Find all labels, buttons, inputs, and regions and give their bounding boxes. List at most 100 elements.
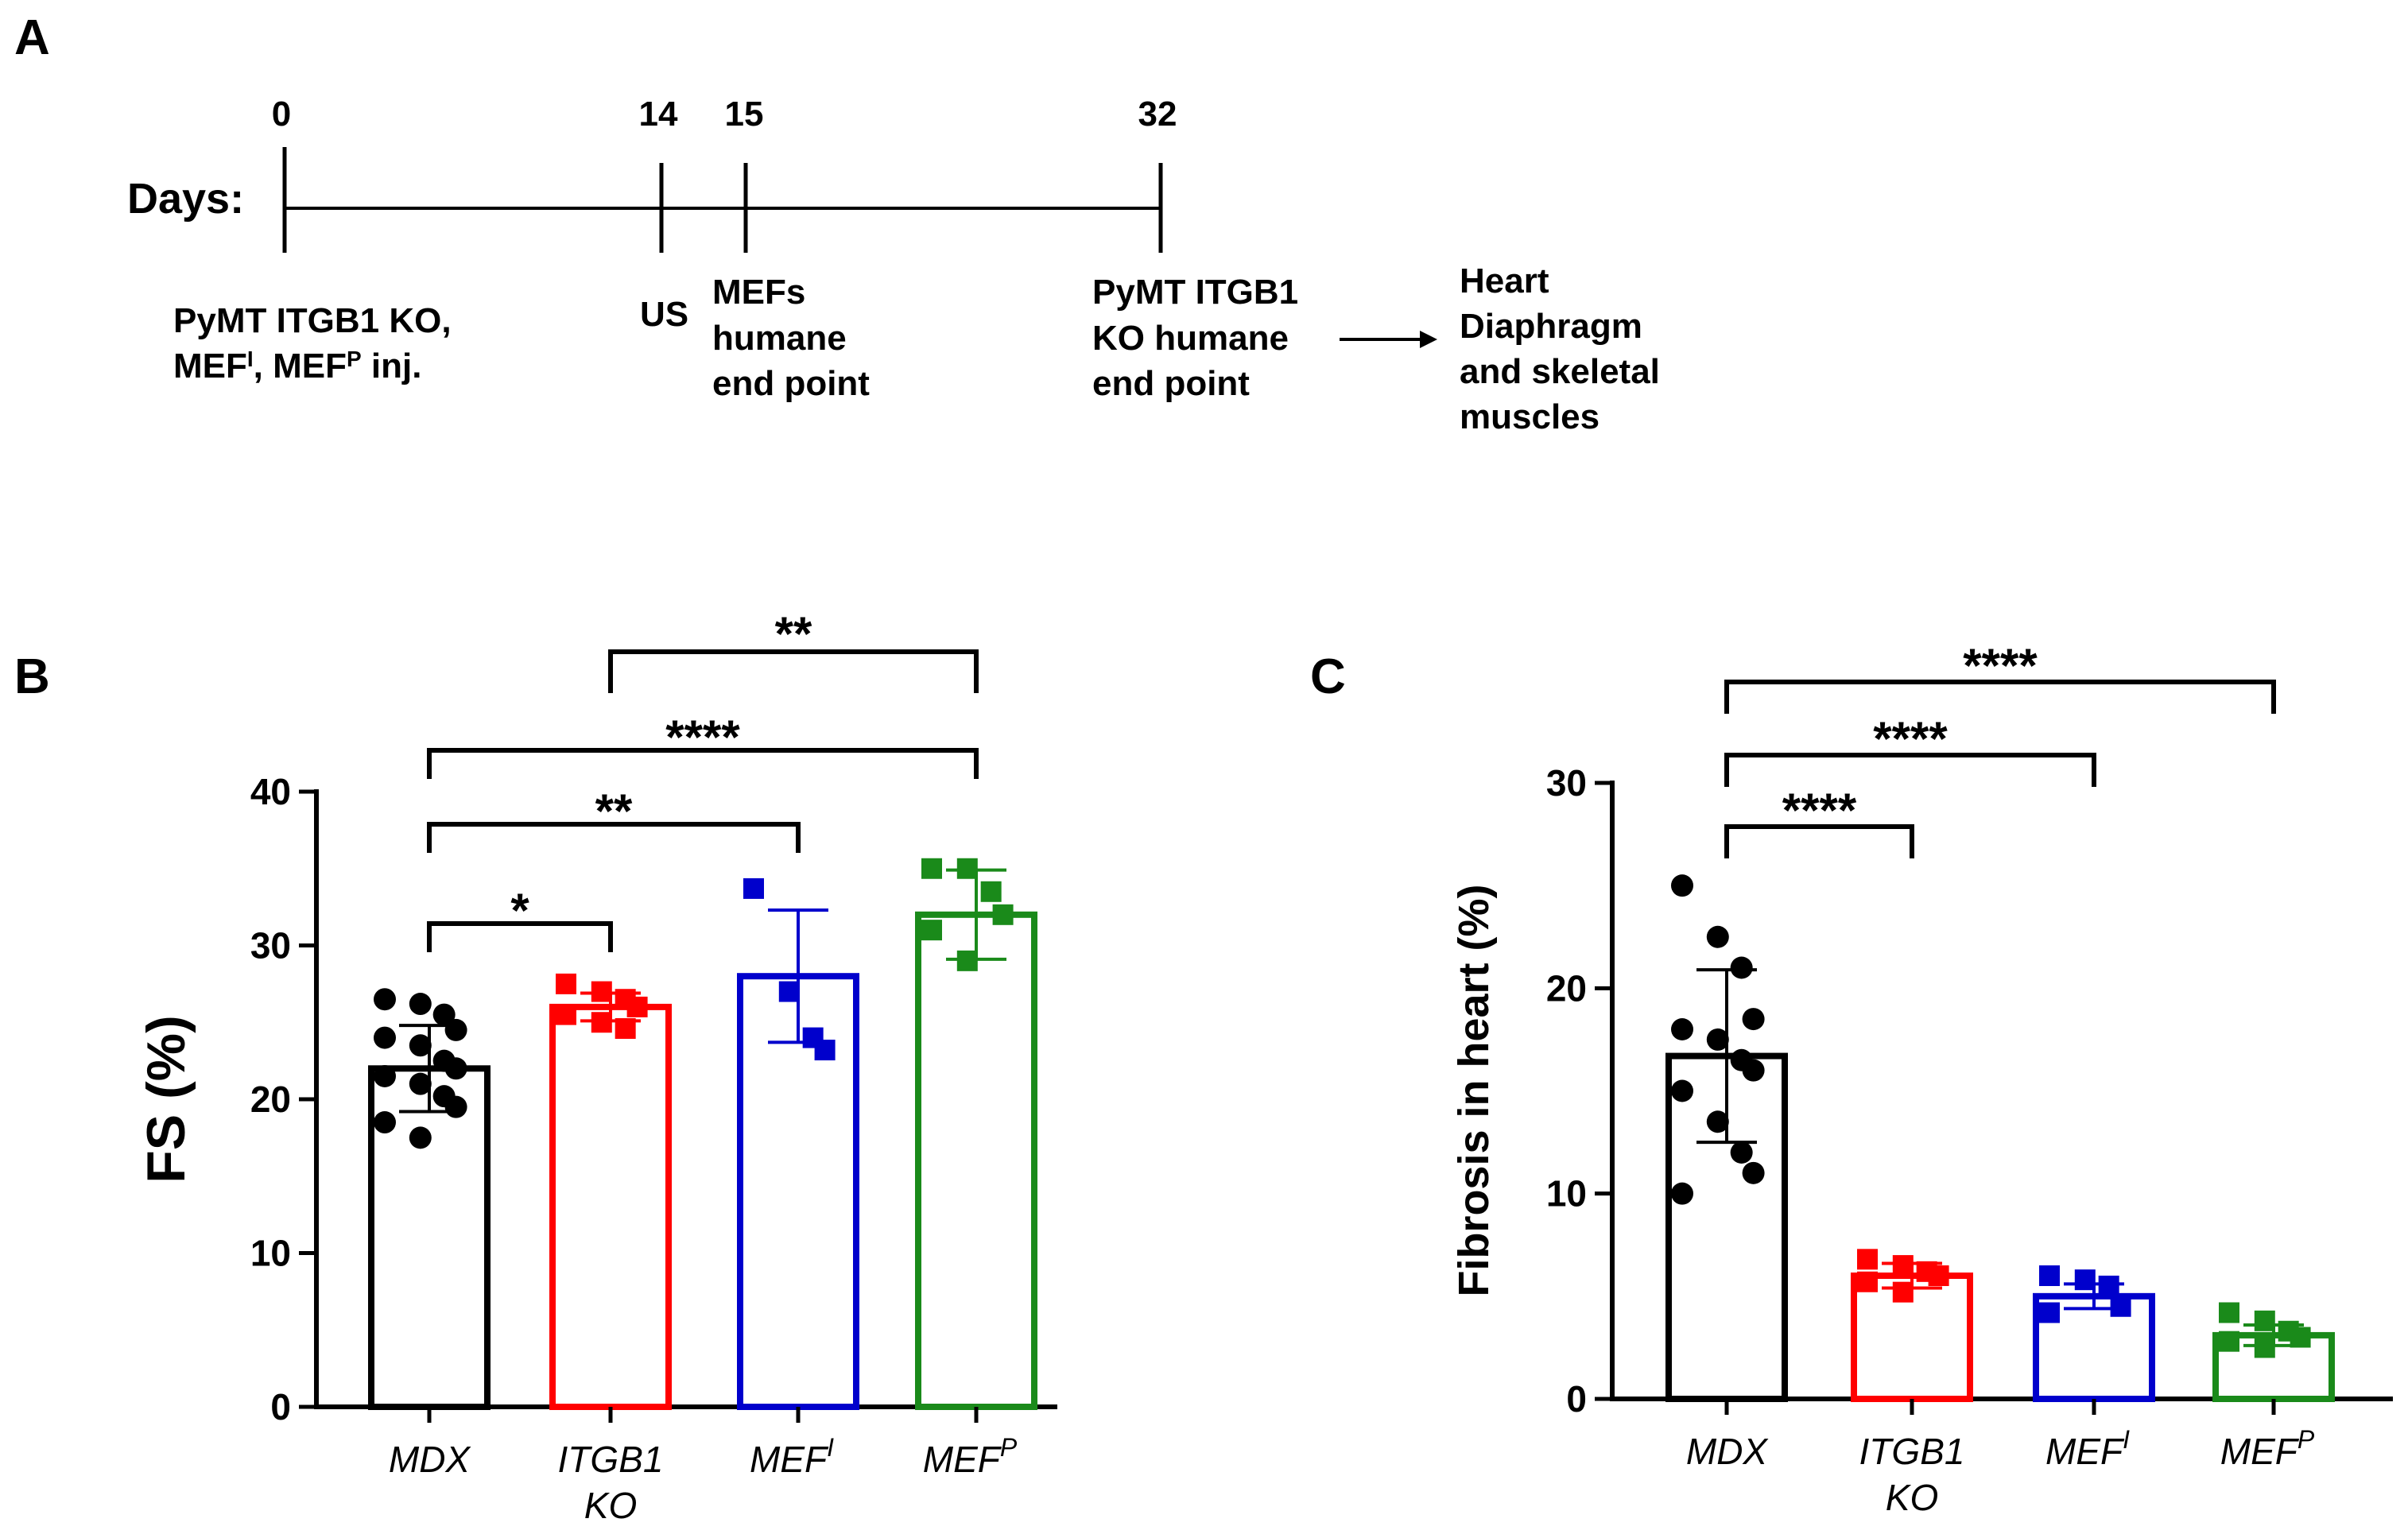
- data-point: [1706, 925, 1729, 948]
- data-point: [2098, 1275, 2119, 1296]
- y-tick-label: 20: [1546, 967, 1587, 1009]
- mef-i-text: MEF: [173, 347, 247, 385]
- category-label: MEFP: [2220, 1425, 2315, 1472]
- category-label-main: MEF: [2045, 1431, 2125, 1472]
- significance-bracket: [1724, 680, 2276, 714]
- significance-bracket: [608, 649, 979, 693]
- day-32-desc-line2: KO humane: [1092, 319, 1289, 358]
- data-point: [814, 1040, 836, 1061]
- data-point: [2110, 1296, 2131, 1317]
- data-point: [556, 1004, 576, 1025]
- data-point: [778, 981, 800, 1002]
- category-label: ITGB1: [558, 1439, 664, 1480]
- category-label-main: MEF: [2220, 1431, 2300, 1472]
- category-label-sup: P: [1000, 1433, 1018, 1462]
- data-point: [444, 1018, 467, 1041]
- data-point: [444, 1057, 467, 1080]
- mef-i-sup: I: [247, 347, 254, 371]
- y-tick-label: 0: [1566, 1378, 1587, 1420]
- day-14-label: 14: [639, 95, 678, 134]
- arrow-right-icon: [1340, 331, 1437, 348]
- significance-label: ****: [1963, 639, 2038, 692]
- significance-label: **: [775, 607, 812, 661]
- category-label: MEFI: [2045, 1425, 2130, 1472]
- data-point: [1671, 1079, 1693, 1102]
- data-point: [956, 858, 978, 879]
- data-point: [980, 881, 1002, 902]
- outcome-line3: and skeletal: [1460, 352, 1660, 391]
- data-point: [992, 904, 1014, 925]
- significance-label: ****: [665, 711, 740, 764]
- data-point: [409, 1072, 432, 1095]
- y-tick-label: 20: [250, 1079, 291, 1120]
- data-point: [1706, 1110, 1729, 1133]
- day-32-label: 32: [1138, 95, 1177, 134]
- category-label: MDX: [389, 1439, 472, 1480]
- data-point: [626, 996, 648, 1017]
- mef-p-text: , MEF: [254, 347, 347, 385]
- category-label-sup: P: [2297, 1425, 2315, 1454]
- data-point: [1742, 1059, 1765, 1082]
- data-point: [1742, 1008, 1765, 1031]
- day-0-label: 0: [272, 95, 291, 134]
- y-tick-label: 10: [250, 1233, 291, 1274]
- significance-bracket: [427, 822, 801, 853]
- category-label: MDX: [1686, 1431, 1770, 1472]
- data-point: [374, 1064, 396, 1087]
- data-point: [2074, 1269, 2096, 1291]
- panel-c-label: C: [1310, 649, 1346, 704]
- y-tick-label: 40: [250, 771, 291, 812]
- bar: [915, 911, 1037, 1411]
- category-label-main: MEF: [750, 1439, 829, 1480]
- significance-bracket: [427, 921, 613, 952]
- data-point: [2254, 1337, 2275, 1358]
- mef-p-sup: P: [347, 347, 362, 371]
- data-point: [921, 920, 942, 941]
- day-15-desc-line2: humane: [712, 319, 847, 358]
- days-label: Days:: [127, 175, 244, 223]
- y-axis-label: Fibrosis in heart (%): [1450, 884, 1498, 1296]
- data-point: [1857, 1271, 1878, 1292]
- day-15-desc-line3: end point: [712, 364, 870, 403]
- panel-b-label: B: [14, 649, 50, 704]
- data-point: [2290, 1327, 2311, 1348]
- data-point: [444, 1095, 467, 1118]
- day-32-desc-line1: PyMT ITGB1: [1092, 273, 1298, 312]
- data-point: [1730, 956, 1753, 979]
- data-point: [1706, 1028, 1729, 1051]
- data-point: [1928, 1265, 1949, 1286]
- outcome-line1: Heart: [1460, 261, 1549, 300]
- data-point: [409, 1126, 432, 1149]
- outcome-line2: Diaphragm: [1460, 307, 1642, 346]
- day-32-desc-line3: end point: [1092, 364, 1250, 403]
- data-point: [591, 981, 612, 1002]
- category-label: MEFI: [750, 1433, 834, 1480]
- data-point: [591, 1012, 612, 1033]
- day-0-desc-line2: MEFI, MEFP inj.: [173, 347, 421, 385]
- data-point: [556, 973, 576, 994]
- category-label-sup: I: [2123, 1425, 2130, 1454]
- significance-bracket: [427, 748, 979, 779]
- data-point: [409, 993, 432, 1016]
- data-point: [921, 858, 942, 879]
- data-point: [1857, 1249, 1878, 1270]
- y-tick-label: 30: [250, 925, 291, 967]
- day-15-desc-line1: MEFs: [712, 273, 805, 312]
- category-label-main: MEF: [923, 1439, 1002, 1480]
- significance-label: ****: [1782, 784, 1857, 837]
- significance-bracket: [1724, 753, 2096, 787]
- data-point: [1671, 1182, 1693, 1205]
- category-label: MEFP: [923, 1433, 1018, 1480]
- data-point: [1671, 874, 1693, 897]
- category-label-sup: I: [827, 1433, 834, 1462]
- data-point: [374, 988, 396, 1011]
- significance-label: **: [595, 784, 633, 838]
- y-tick-label: 30: [1546, 762, 1587, 804]
- day-0-desc-line1: PyMT ITGB1 KO,: [173, 301, 452, 340]
- data-point: [2039, 1302, 2060, 1323]
- category-label: ITGB1: [1859, 1431, 1965, 1472]
- category-label: KO: [1886, 1477, 1938, 1518]
- data-point: [374, 1026, 396, 1049]
- data-point: [2039, 1265, 2060, 1286]
